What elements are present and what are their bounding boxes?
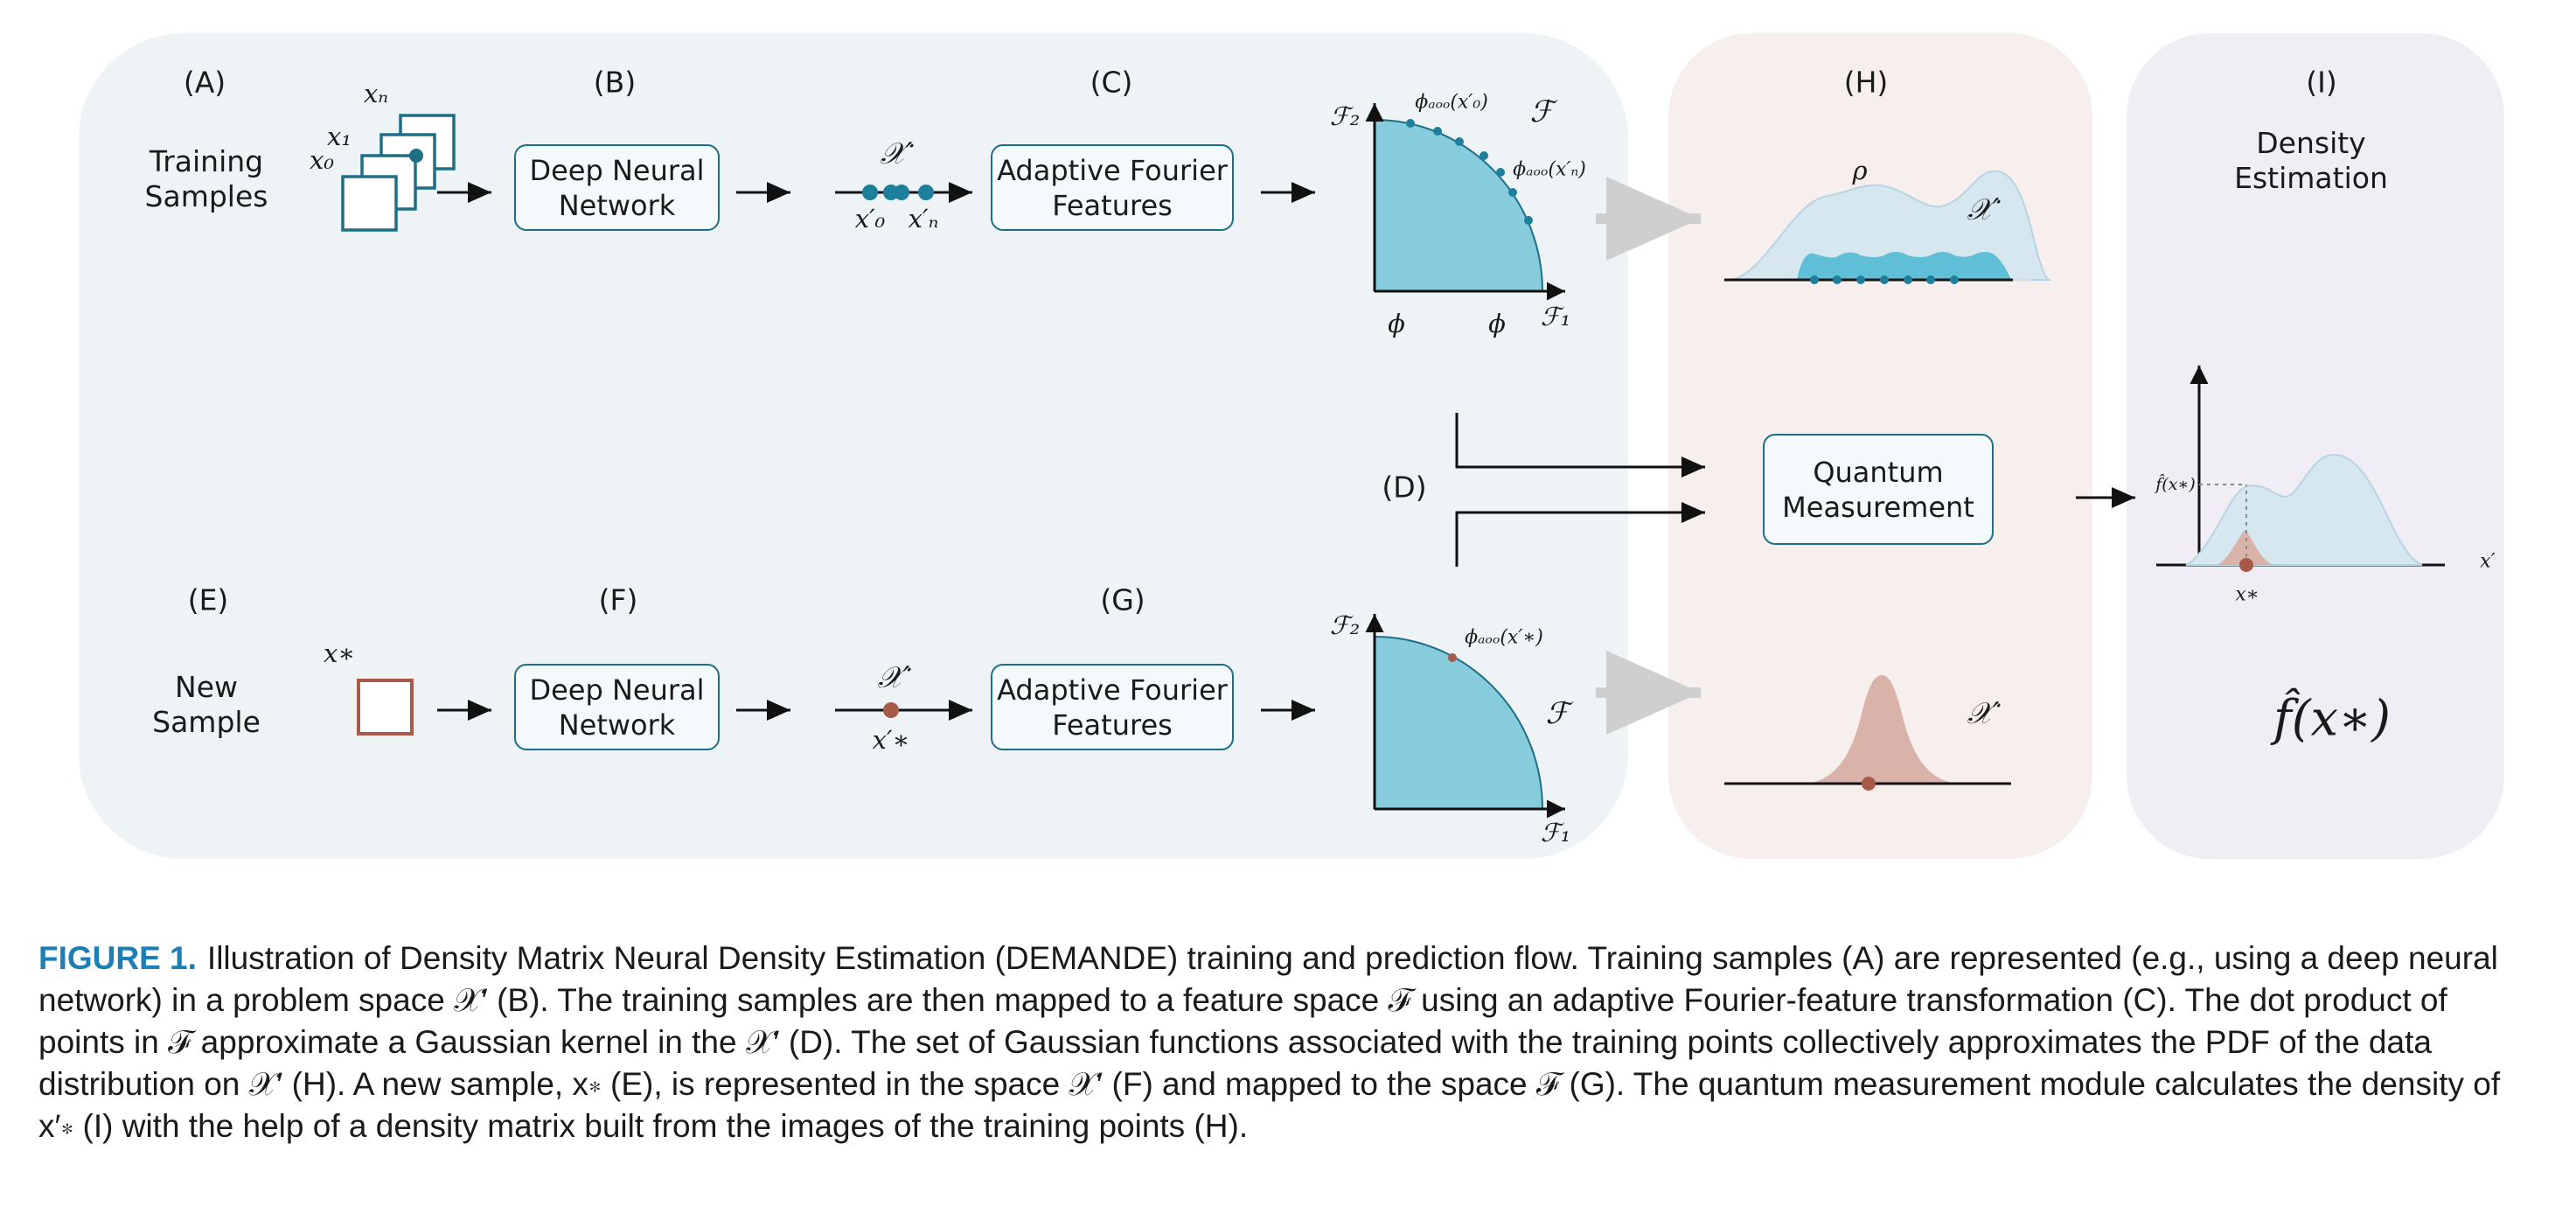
density-result-label: f̂(x∗) <box>2273 690 2392 748</box>
deep-neural-network-box-top: Deep Neural Network <box>514 144 720 231</box>
label-xn: xₙ <box>363 79 389 108</box>
panel-i-letter: (I) <box>2306 65 2337 100</box>
quantum-measurement-box: Quantum Measurement <box>1763 434 1994 545</box>
panel-f-letter: (F) <box>598 582 638 617</box>
new-sample-square <box>357 679 414 735</box>
label-xstar-prime: x′∗ <box>872 725 910 755</box>
panel-a-letter: (A) <box>183 65 226 100</box>
aff-label-top: Adaptive Fourier Features <box>997 153 1228 222</box>
f-space-train-points <box>1406 119 1533 225</box>
density-estimation-title: Density Estimation <box>2234 126 2388 195</box>
label-x0: x₀ <box>310 145 334 175</box>
f2-axis-label-new: ℱ₂ <box>1329 610 1361 640</box>
i-gaussian-new <box>2217 530 2273 565</box>
i-xstar-label: x∗ <box>2235 583 2259 606</box>
new-sample-label: New Sample <box>152 670 261 739</box>
h-x-space-label-top: 𝒳′ <box>1967 192 2000 227</box>
f-space-quarter-circle-train <box>1374 118 1544 292</box>
x-space-train-points <box>862 185 934 200</box>
h-new-point <box>1862 777 1876 791</box>
i-xprime-label: x′ <box>2480 550 2496 573</box>
adaptive-fourier-features-box-top: Adaptive Fourier Features <box>991 144 1234 231</box>
phi-tick-a: ϕ <box>1388 309 1405 338</box>
figure: (A) (B) (C) (H) (I) (D) (E) (F) (G) Trai… <box>79 33 2504 859</box>
training-samples-label: Training Samples <box>144 144 268 213</box>
x-space-label-train: 𝒳′ <box>880 136 913 171</box>
f1-axis-label-train: ℱ₁ <box>1540 302 1571 331</box>
h-density-curve <box>1730 170 2051 281</box>
dnn-label-bottom: Deep Neural Network <box>529 673 705 742</box>
rho-label: ρ <box>1852 156 1868 185</box>
deep-neural-network-box-bottom: Deep Neural Network <box>514 664 720 750</box>
panel-e-letter: (E) <box>187 582 229 617</box>
f-space-quarter-circle-new <box>1374 635 1544 810</box>
aff-label-bottom: Adaptive Fourier Features <box>997 673 1228 742</box>
x-space-label-new: 𝒳′ <box>877 660 910 695</box>
h-gaussian-bumps <box>1797 252 2011 280</box>
panel-d-letter: (D) <box>1382 470 1427 505</box>
label-x1: x₁ <box>327 122 352 151</box>
x-space-new-point <box>883 702 899 718</box>
connector-d-bottom <box>1455 502 1705 567</box>
training-sample-point <box>409 149 423 163</box>
h-x-space-label-bottom: 𝒳′ <box>1967 696 2000 731</box>
phi-x0-label: ϕₐₒₒ(x′₀) <box>1415 91 1488 114</box>
caption-figure-label: FIGURE 1. <box>38 940 197 976</box>
caption-text: Illustration of Density Matrix Neural De… <box>38 940 2501 1144</box>
f2-axis-label-train: ℱ₂ <box>1329 101 1361 131</box>
phi-xstar-label: ϕₐₒₒ(x′∗) <box>1465 626 1543 649</box>
f-space-label-train: ℱ <box>1529 94 1554 129</box>
training-samples-stack <box>341 114 456 232</box>
connector-d-top <box>1455 413 1705 478</box>
figure-caption: FIGURE 1. Illustration of Density Matrix … <box>38 938 2539 1147</box>
f-space-label-new: ℱ <box>1545 696 1570 731</box>
i-new-point <box>2239 558 2253 572</box>
f1-axis-label-new: ℱ₁ <box>1540 818 1571 847</box>
panel-h-letter: (H) <box>1843 65 1889 100</box>
label-xn-prime: x′ₙ <box>908 204 939 234</box>
qm-label: Quantum Measurement <box>1782 455 1974 524</box>
phi-xn-label: ϕₐₒₒ(x′ₙ) <box>1513 158 1586 181</box>
adaptive-fourier-features-box-bottom: Adaptive Fourier Features <box>991 664 1234 750</box>
diagram-graphics <box>79 33 2504 859</box>
i-panel-background <box>2127 33 2504 859</box>
h-gaussian-new <box>1801 675 1962 784</box>
panel-c-letter: (C) <box>1090 65 1133 100</box>
panel-b-letter: (B) <box>593 65 637 100</box>
i-fhat-axis-label: f̂(x∗) <box>2155 475 2196 494</box>
training-panel-background <box>79 33 1628 859</box>
h-top-points <box>1810 275 1959 284</box>
label-x0-prime: x′₀ <box>854 204 886 234</box>
phi-tick-b: ϕ <box>1488 309 1506 338</box>
label-xstar: x∗ <box>323 638 356 668</box>
panel-g-letter: (G) <box>1100 582 1145 617</box>
f-space-new-point <box>1448 653 1457 662</box>
dnn-label-top: Deep Neural Network <box>529 153 705 222</box>
